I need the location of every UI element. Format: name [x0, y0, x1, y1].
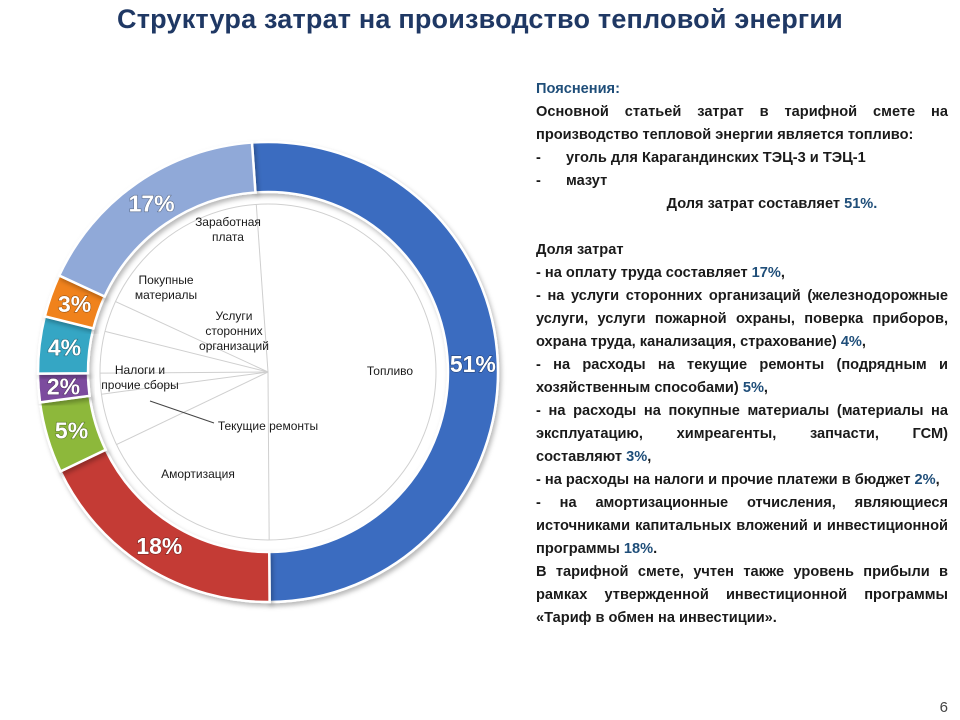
fuel-share-text: Доля затрат составляет: [666, 196, 845, 212]
share-item-value: 4%: [840, 334, 862, 350]
share-item-text: - на оплату труда составляет: [536, 265, 752, 281]
share-item-tail: ,: [935, 472, 940, 488]
share-item: - на амортизационные отчисления, являющи…: [536, 492, 948, 561]
ring-segment-fuel: [250, 140, 500, 604]
fuel-share-value: 51%.: [844, 196, 878, 212]
bullet-item: - уголь для Карагандинских ТЭЦ-3 и ТЭЦ-1: [536, 147, 948, 170]
inner-divider: [255, 204, 269, 373]
share-item-text: - на услуги сторонних организаций (желез…: [536, 288, 948, 350]
share-item-value: 5%: [742, 380, 764, 396]
outer-ring: [36, 140, 500, 604]
share-item: - на услуги сторонних организаций (желез…: [536, 285, 948, 354]
inner-divider: [116, 371, 269, 446]
page-number: 6: [939, 699, 948, 716]
percent-labels: 51% 18% 5% 2% 4% 3% 17%: [46, 190, 496, 560]
category-label-taxes: Налоги и прочие сборы: [101, 363, 178, 392]
category-label-depreciation: Амортизация: [161, 467, 235, 481]
share-item-tail: .: [653, 541, 658, 557]
share-item: - на расходы на покупные материалы (мате…: [536, 400, 948, 469]
share-item-tail: ,: [861, 334, 866, 350]
share-item: - на оплату труда составляет 17%,: [536, 262, 948, 285]
category-labels: Топливо Амортизация Текущие ремонты Налоги …: [101, 215, 413, 481]
page-title: Структура затрат на производство теплово…: [117, 4, 843, 34]
inner-divider: [101, 371, 269, 395]
inner-divider: [267, 371, 270, 540]
ring-segment-salary: [57, 141, 257, 299]
inner-divider: [115, 301, 269, 373]
fuel-share: Доля затрат составляет 51%.: [536, 193, 948, 216]
bullet-text: мазут: [566, 173, 608, 189]
percent-label-salary: 17%: [129, 190, 175, 216]
percent-label-taxes: 2%: [47, 373, 80, 399]
share-item-text: - на амортизационные отчисления, являющи…: [536, 495, 948, 557]
shares-heading: Доля затрат: [536, 242, 624, 258]
share-item: - на расходы на текущие ремонты (подрядн…: [536, 354, 948, 400]
share-item-value: 17%: [751, 265, 781, 281]
share-item-value: 18%: [623, 541, 654, 557]
notes-heading: Пояснения:: [536, 81, 620, 97]
shares-list: - на оплату труда составляет 17%, - на ус…: [536, 262, 948, 561]
share-item-tail: ,: [763, 380, 768, 396]
notes-intro: Основной статьей затрат в тарифной смете…: [536, 104, 948, 143]
category-label-materials: Покупные материалы: [135, 273, 197, 302]
notes-panel: Пояснения: Основной статьей затрат в тар…: [536, 78, 948, 630]
notes-final: В тарифной смете, учтен также уровень пр…: [536, 564, 948, 626]
share-item: - на расходы на налоги и прочие платежи …: [536, 469, 948, 492]
leader-line: [149, 400, 215, 424]
percent-label-repairs: 5%: [55, 418, 88, 444]
share-item-tail: ,: [780, 265, 785, 281]
percent-label-depreciation: 18%: [136, 533, 182, 559]
cost-structure-chart: 51% 18% 5% 2% 4% 3% 17% Топливо Амортизация Теку…: [36, 140, 500, 604]
percent-label-fuel: 51%: [450, 351, 496, 377]
share-item-value: 3%: [626, 449, 648, 465]
bullet-mark: -: [536, 150, 541, 166]
percent-label-materials: 3%: [58, 291, 91, 317]
category-label-services: Услуги сторонних организаций: [199, 309, 269, 353]
share-item-text: - на расходы на покупные материалы (мате…: [536, 403, 948, 465]
percent-label-services: 4%: [48, 335, 81, 361]
category-label-salary: Заработная плата: [195, 215, 261, 244]
bullet-mark: -: [536, 173, 541, 189]
bullet-item: - мазут: [536, 170, 948, 193]
inner-pie: [99, 203, 437, 541]
share-item-tail: ,: [647, 449, 652, 465]
share-item-value: 2%: [914, 472, 936, 488]
bullet-text: уголь для Карагандинских ТЭЦ-3 и ТЭЦ-1: [566, 150, 866, 166]
category-label-fuel: Топливо: [367, 364, 414, 378]
inner-divider: [100, 371, 269, 374]
share-item-text: - на расходы на налоги и прочие платежи …: [536, 472, 915, 488]
category-label-repairs: Текущие ремонты: [218, 419, 318, 433]
share-item-text: - на расходы на текущие ремонты (подрядн…: [536, 357, 948, 396]
inner-divider: [104, 330, 269, 373]
